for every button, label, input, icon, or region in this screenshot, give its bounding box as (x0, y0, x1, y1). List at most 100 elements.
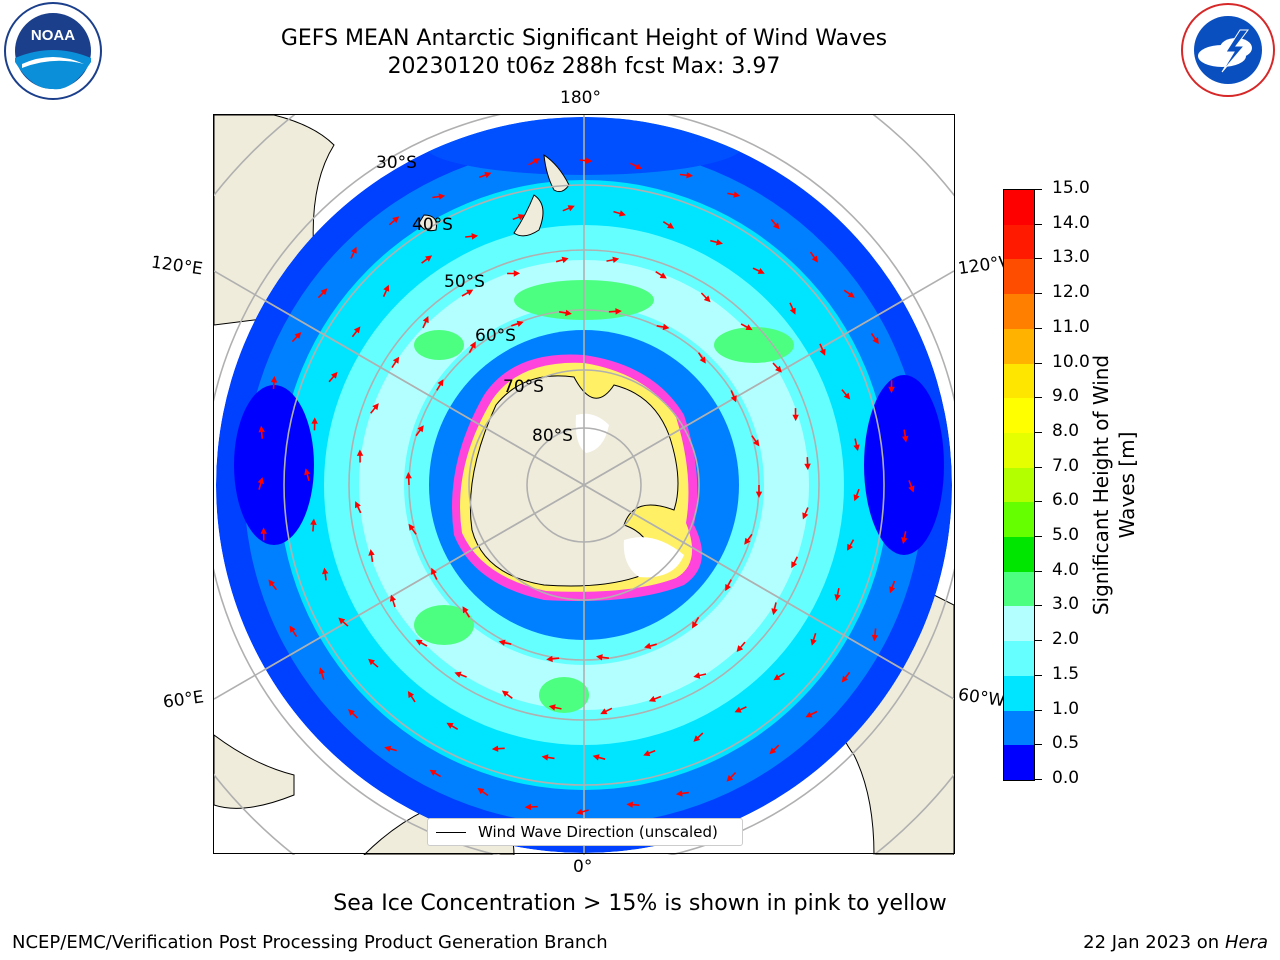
wind-arrow-head (733, 191, 741, 198)
colorbar-tick-mark (1034, 293, 1042, 295)
wind-arrow-head (585, 157, 593, 164)
wind-arrow-head (789, 307, 796, 315)
map-legend: Wind Wave Direction (unscaled) (427, 818, 743, 846)
wind-arrow-head (619, 210, 626, 217)
wind-arrow-head (471, 233, 479, 240)
wind-arrow-head (372, 403, 379, 411)
wind-arrow-head (310, 518, 317, 525)
colorbar-segment (1004, 710, 1034, 746)
colorbar-tick-mark (1034, 258, 1042, 260)
wind-arrow-head (368, 549, 375, 556)
wind-arrow-head (322, 567, 329, 575)
chart-title: GEFS MEAN Antarctic Significant Height o… (280, 26, 888, 51)
wind-arrow-head (498, 639, 506, 646)
wind-arrow-head (716, 239, 723, 246)
wind-arrow-head (437, 379, 444, 387)
map-frame (213, 114, 955, 854)
wind-arrow-head (517, 214, 525, 221)
wind-arrow-head (501, 690, 509, 697)
wind-arrow-head (576, 808, 584, 815)
lon-label-60e: 60°E (161, 687, 206, 713)
wind-arrow-head (417, 425, 424, 433)
colorbar-segment (1004, 328, 1034, 365)
wind-arrow-head (356, 449, 364, 456)
lon-label-120w: 120°W (956, 252, 1006, 280)
colorbar-segment (1004, 190, 1034, 226)
colorbar-tick-mark (1034, 501, 1042, 503)
noaa-logo: NOAA (4, 2, 102, 100)
colorbar-label-line1: Significant Height of Wind (1089, 354, 1113, 616)
wind-arrow-head (901, 537, 908, 544)
colorbar-tick-label: 0.5 (1052, 733, 1080, 754)
colorbar-segment (1004, 432, 1034, 469)
wind-arrow-head (438, 193, 446, 200)
wind-arrow-head (726, 774, 734, 782)
wind-arrow-head (757, 268, 765, 274)
colorbar-segment (1004, 224, 1034, 260)
wind-arrow-head (541, 754, 549, 761)
wind-arrow-head (834, 594, 841, 601)
lat-label-50s: 50°S (444, 272, 485, 292)
colorbar-tick-label: 15.0 (1052, 178, 1090, 198)
wind-arrow-head (819, 348, 826, 356)
colorbar-segment (1004, 259, 1034, 295)
colorbar-tick-mark (1034, 605, 1042, 607)
wind-arrow-head (454, 671, 462, 678)
wind-arrow-head (477, 787, 485, 795)
wind-arrow-head (389, 594, 396, 602)
lat-label-70s: 70°S (503, 377, 544, 397)
wind-arrow-head (524, 803, 532, 811)
land-new-zealand (513, 153, 570, 237)
wind-arrow-head (853, 444, 860, 452)
colorbar-tick-label: 10.0 (1052, 351, 1090, 372)
colorbar-tick-label: 14.0 (1052, 212, 1090, 233)
wind-arrow-head (532, 158, 540, 165)
colorbar-tick-mark (1034, 570, 1042, 572)
wind-arrow-head (561, 256, 569, 264)
wind-arrow-head (744, 537, 751, 545)
wind-arrow-head (847, 543, 853, 551)
wind-arrow-head (546, 655, 553, 663)
wind-arrow-head (446, 722, 454, 729)
wind-arrow-head (466, 289, 474, 296)
land-antarctica (469, 375, 679, 587)
wind-arrow-head (567, 205, 575, 212)
wind-arrow-head (258, 425, 265, 433)
colorbar (1003, 189, 1035, 781)
wind-arrow-head (871, 634, 879, 642)
colorbar-segment (1004, 502, 1034, 538)
wind-arrow-head (734, 706, 742, 713)
legend-line-icon (436, 832, 466, 833)
wind-arrow-head (484, 172, 492, 179)
wind-arrow-head (592, 754, 600, 761)
colorbar-tick-label: 4.0 (1052, 559, 1080, 580)
colorbar-tick-mark (1034, 189, 1042, 190)
wind-arrow-head (736, 645, 744, 652)
colorbar-tick-label: 7.0 (1052, 455, 1080, 476)
colorbar-tick-mark (1034, 536, 1042, 538)
wind-arrow-head (755, 491, 763, 498)
colorbar-tick-label: 1.5 (1052, 663, 1080, 684)
lat-label-60s: 60°S (475, 326, 516, 346)
wind-arrow-head (703, 295, 711, 303)
wind-arrow-head (634, 163, 642, 170)
wind-arrow-head (548, 704, 556, 711)
colorbar-tick-label: 13.0 (1052, 247, 1090, 268)
wind-arrow-head (355, 501, 361, 509)
lon-label-180: 180° (560, 88, 601, 108)
colorbar-tick-label: 2.0 (1052, 629, 1080, 650)
colorbar-tick-label: 12.0 (1052, 282, 1090, 303)
wind-arrow-head (725, 584, 731, 592)
wind-arrow-head (902, 435, 909, 443)
wind-arrow-head (408, 523, 415, 531)
wind-arrow-head (791, 561, 798, 569)
wind-arrow-head (320, 288, 328, 296)
wind-arrow-head (686, 172, 693, 179)
colorbar-label-line2: Waves [m] (1115, 431, 1139, 539)
wind-arrow-head (667, 222, 675, 229)
wind-arrow-head (289, 625, 296, 633)
wind-arrow-head (491, 745, 499, 752)
wind-arrow-head (692, 621, 698, 629)
land-africa (214, 734, 295, 809)
colorbar-tick-mark (1034, 327, 1042, 329)
